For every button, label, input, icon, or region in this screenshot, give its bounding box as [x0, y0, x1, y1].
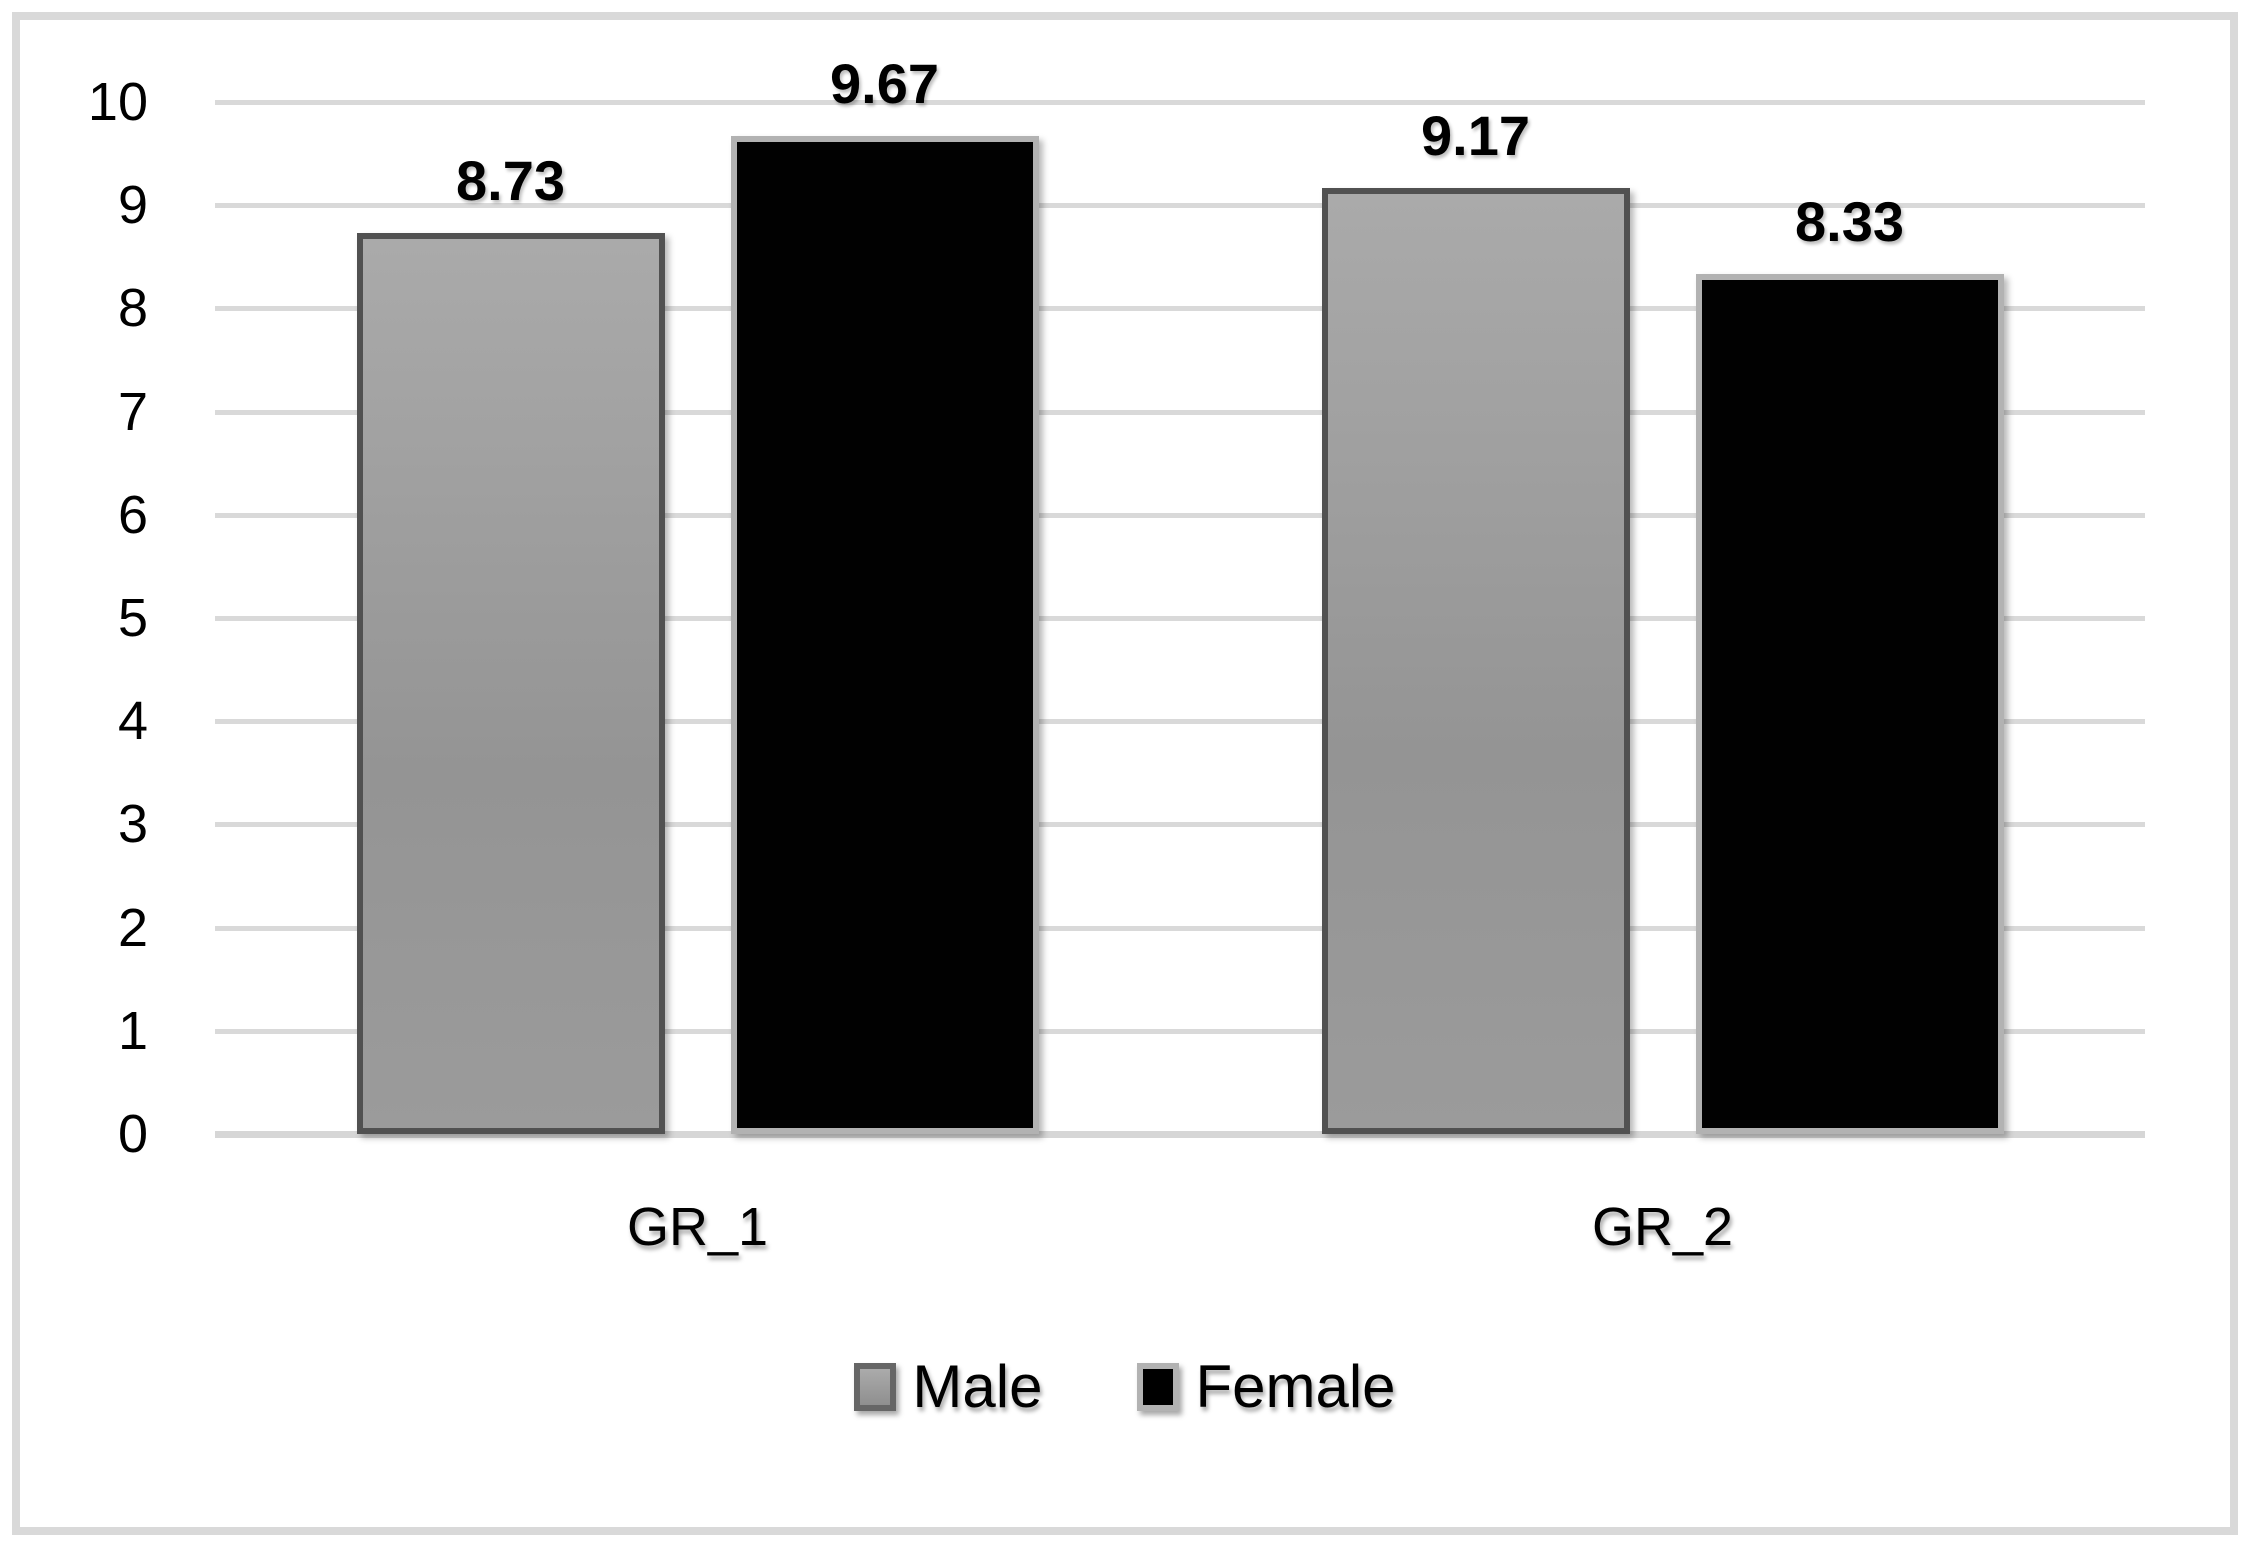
gridline-3	[215, 822, 2145, 828]
legend-item-male: Male	[854, 1352, 1042, 1421]
gridline-2	[215, 925, 2145, 931]
legend-label-male: Male	[912, 1353, 1043, 1420]
gridline-1	[215, 1028, 2145, 1034]
gridline-10	[215, 100, 2145, 105]
legend-swatch-male	[854, 1362, 897, 1411]
gridline-9	[215, 203, 2145, 209]
legend-label-female: Female	[1195, 1353, 1396, 1420]
y-tick-label-0: 0	[117, 1104, 148, 1164]
x-label-gr_1: GR_1	[626, 1197, 769, 1257]
y-tick-label-5: 5	[117, 588, 148, 648]
y-tick-label-8: 8	[117, 278, 148, 339]
plot-area: 8.73 9.67 9.17 8.33	[215, 52, 2145, 1138]
bar-female-gr_2	[1695, 274, 2004, 1134]
y-tick-label-4: 4	[117, 691, 148, 752]
y-tick-label-1: 1	[117, 1000, 148, 1061]
gridline-6	[215, 512, 2145, 518]
bar-female-gr_1	[730, 136, 1039, 1134]
x-axis-line	[215, 1131, 2145, 1138]
gridline-4	[215, 719, 2145, 725]
x-label-gr_2: GR_2	[1591, 1197, 1734, 1257]
value-label-male-gr_1: 8.73	[456, 149, 565, 213]
bar-male-gr_1	[356, 233, 665, 1134]
y-tick-label-9: 9	[117, 175, 148, 236]
legend-item-female: Female	[1137, 1352, 1396, 1421]
y-tick-label-7: 7	[117, 381, 148, 442]
gridline-7	[215, 409, 2145, 415]
gridline-8	[215, 306, 2145, 312]
value-label-female-gr_1: 9.67	[830, 52, 939, 116]
value-label-male-gr_2: 9.17	[1421, 103, 1530, 167]
legend-swatch-female	[1137, 1362, 1180, 1411]
y-tick-label-3: 3	[117, 794, 148, 855]
y-tick-label-10: 10	[87, 72, 148, 132]
y-tick-label-6: 6	[117, 484, 148, 545]
legend: Male Female	[0, 1352, 2250, 1421]
bar-male-gr_2	[1321, 187, 1630, 1134]
gridline-5	[215, 616, 2145, 621]
y-tick-label-2: 2	[117, 897, 148, 958]
value-label-female-gr_2: 8.33	[1795, 190, 1904, 254]
